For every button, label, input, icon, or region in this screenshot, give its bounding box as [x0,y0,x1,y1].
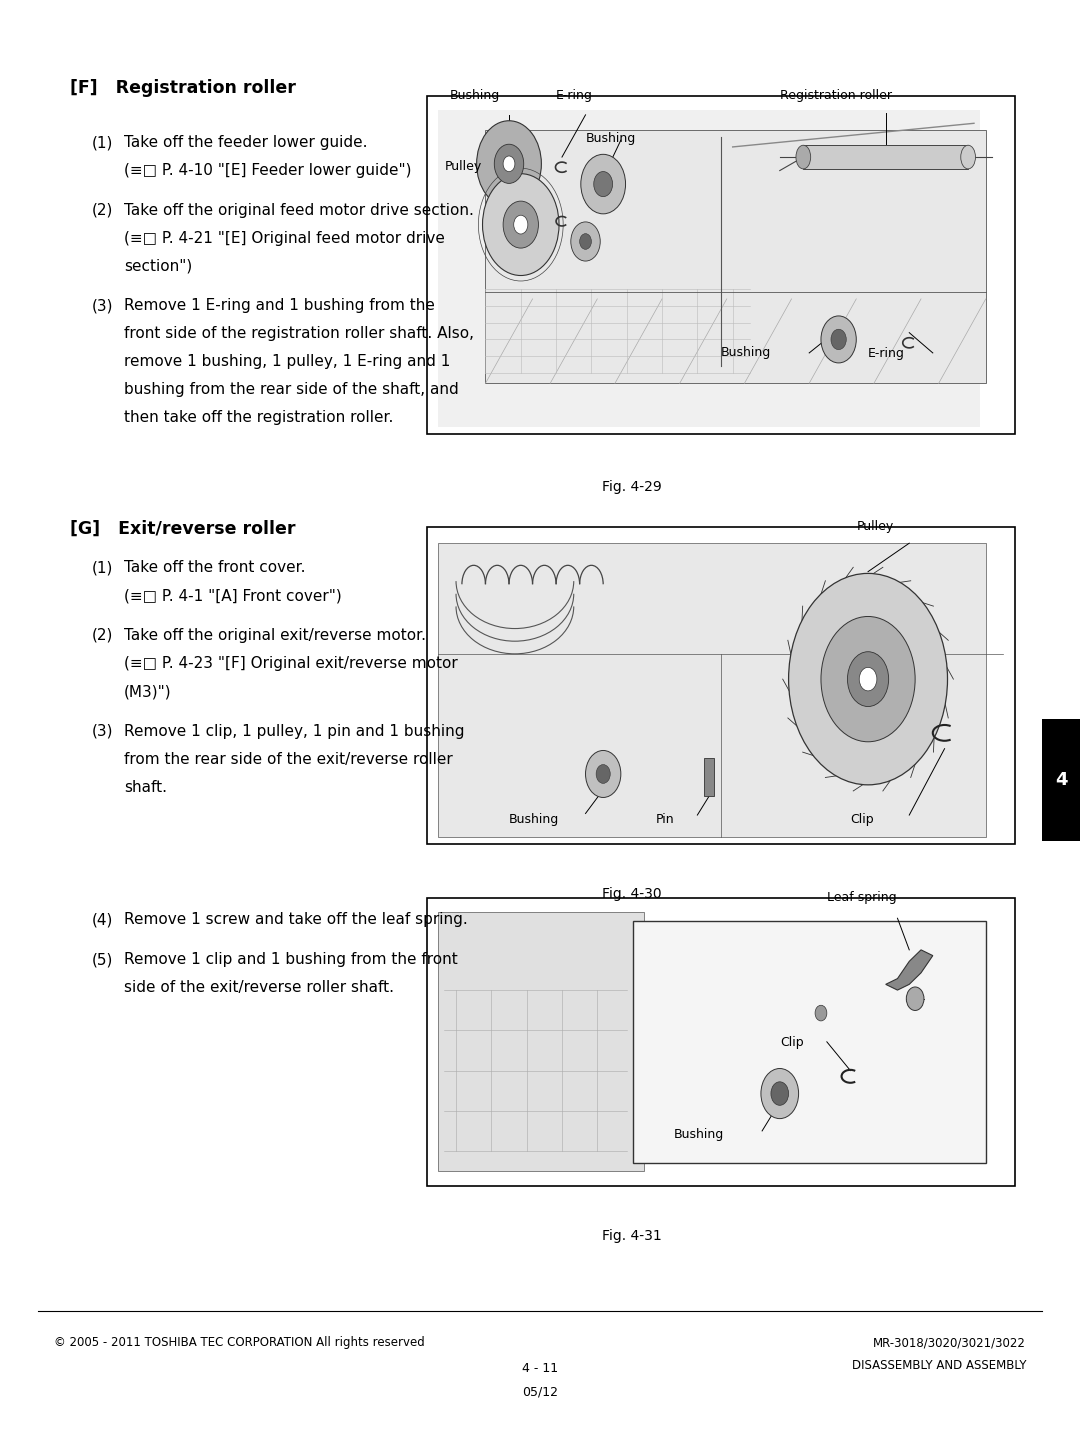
Text: [G]   Exit/reverse roller: [G] Exit/reverse roller [70,520,296,539]
Text: Fig. 4-30: Fig. 4-30 [602,887,662,901]
Text: Fig. 4-31: Fig. 4-31 [602,1229,662,1243]
Text: Fig. 4-29: Fig. 4-29 [602,480,662,494]
Text: Pulley: Pulley [444,161,482,174]
Text: (5): (5) [92,953,113,967]
Bar [427,898,1015,1186]
Text: (≡□ P. 4-1 "[A] Front cover"): (≡□ P. 4-1 "[A] Front cover") [124,589,342,604]
Text: (≡□ P. 4-21 "[E] Original feed motor drive: (≡□ P. 4-21 "[E] Original feed motor dri… [124,230,445,246]
Circle shape [761,1069,798,1118]
Text: remove 1 bushing, 1 pulley, 1 E-ring and 1: remove 1 bushing, 1 pulley, 1 E-ring and… [124,354,450,369]
Text: (1): (1) [92,560,113,575]
Bar [633,921,986,1163]
Text: Take off the feeder lower guide.: Take off the feeder lower guide. [124,135,367,149]
Bar [438,543,986,838]
Text: Pulley: Pulley [856,520,893,533]
Circle shape [596,764,610,783]
Text: E-ring: E-ring [868,346,905,359]
Ellipse shape [796,145,811,170]
Text: Bushing: Bushing [721,346,771,359]
Circle shape [476,121,541,207]
Text: (4): (4) [92,912,113,927]
Ellipse shape [961,145,975,170]
Text: Remove 1 clip and 1 bushing from the front: Remove 1 clip and 1 bushing from the fro… [124,953,458,967]
Text: (3): (3) [92,723,113,739]
Circle shape [821,316,856,364]
Circle shape [585,750,621,798]
Text: Take off the original exit/reverse motor.: Take off the original exit/reverse motor… [124,628,427,642]
Bar [1042,718,1080,841]
Text: Pin: Pin [657,813,675,826]
Text: (≡□ P. 4-23 "[F] Original exit/reverse motor: (≡□ P. 4-23 "[F] Original exit/reverse m… [124,655,458,671]
Text: Registration roller: Registration roller [780,89,892,102]
Text: Take off the front cover.: Take off the front cover. [124,560,306,575]
Bar [427,527,1015,844]
Text: (2): (2) [92,203,113,217]
Circle shape [581,154,625,214]
Text: (M3)"): (M3)") [124,684,172,698]
Text: E-ring: E-ring [556,89,593,102]
Circle shape [503,157,515,171]
Text: Remove 1 screw and take off the leaf spring.: Remove 1 screw and take off the leaf spr… [124,912,468,927]
Circle shape [594,171,612,197]
Text: Remove 1 clip, 1 pulley, 1 pin and 1 bushing: Remove 1 clip, 1 pulley, 1 pin and 1 bus… [124,723,464,739]
Text: (2): (2) [92,628,113,642]
Circle shape [821,616,915,741]
Text: (1): (1) [92,135,113,149]
Text: (≡□ P. 4-10 "[E] Feeder lower guide"): (≡□ P. 4-10 "[E] Feeder lower guide") [124,162,411,178]
Circle shape [495,144,524,184]
Text: 4: 4 [1055,770,1067,789]
Circle shape [503,201,539,249]
Text: © 2005 - 2011 TOSHIBA TEC CORPORATION All rights reserved: © 2005 - 2011 TOSHIBA TEC CORPORATION Al… [54,1336,424,1349]
Circle shape [483,174,559,276]
Circle shape [848,652,889,707]
Circle shape [831,329,847,349]
Circle shape [906,987,924,1010]
Circle shape [580,234,592,250]
Text: front side of the registration roller shaft. Also,: front side of the registration roller sh… [124,326,474,341]
Text: (3): (3) [92,297,113,313]
Circle shape [815,1006,827,1020]
Bar [438,912,645,1171]
Text: Bushing: Bushing [509,813,559,826]
Bar [804,145,968,170]
Text: [F]   Registration roller: [F] Registration roller [70,79,296,98]
Text: Clip: Clip [780,1036,804,1049]
Text: Remove 1 E-ring and 1 bushing from the: Remove 1 E-ring and 1 bushing from the [124,297,435,313]
Text: 4 - 11: 4 - 11 [522,1362,558,1375]
Text: Clip: Clip [850,813,874,826]
Circle shape [788,573,947,785]
Text: Take off the original feed motor drive section.: Take off the original feed motor drive s… [124,203,474,217]
Text: Bushing: Bushing [585,132,636,145]
Circle shape [514,216,528,234]
Text: MR-3018/3020/3021/3022: MR-3018/3020/3021/3022 [873,1336,1026,1349]
Text: from the rear side of the exit/reverse roller: from the rear side of the exit/reverse r… [124,752,453,766]
Bar [427,96,1015,434]
Text: Bushing: Bushing [674,1128,724,1141]
Polygon shape [486,131,986,384]
Circle shape [571,221,600,262]
Text: bushing from the rear side of the shaft, and: bushing from the rear side of the shaft,… [124,382,459,397]
Text: 05/12: 05/12 [522,1385,558,1398]
Text: Leaf spring: Leaf spring [827,891,896,904]
Circle shape [771,1082,788,1105]
Text: DISASSEMBLY AND ASSEMBLY: DISASSEMBLY AND ASSEMBLY [851,1359,1026,1372]
Text: shaft.: shaft. [124,779,167,795]
Circle shape [860,667,877,691]
Bar [438,109,980,427]
Text: then take off the registration roller.: then take off the registration roller. [124,410,393,425]
Polygon shape [886,950,933,990]
Bar [704,759,714,796]
Text: side of the exit/reverse roller shaft.: side of the exit/reverse roller shaft. [124,980,394,994]
Text: section"): section") [124,259,192,273]
Text: Bushing: Bushing [450,89,500,102]
